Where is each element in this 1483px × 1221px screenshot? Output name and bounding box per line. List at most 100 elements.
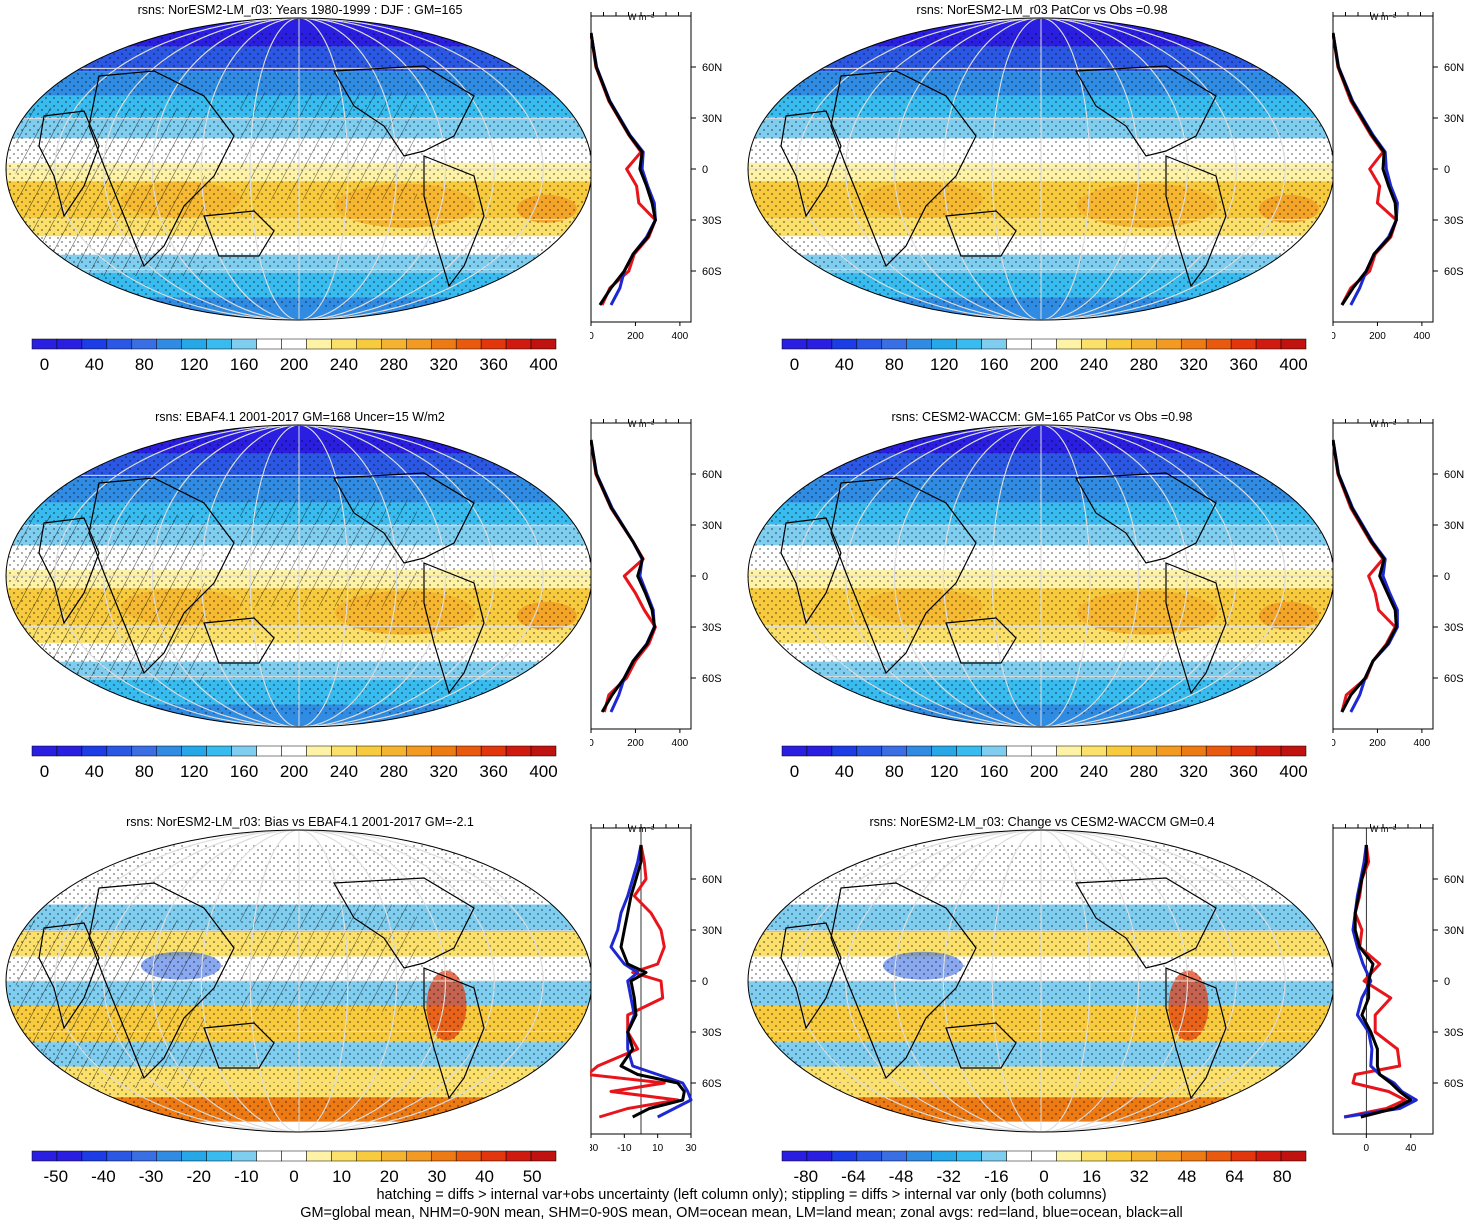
colorbar-swatch xyxy=(1205,745,1232,757)
colorbar-tick-label: 360 xyxy=(479,762,507,781)
colorbar-swatch xyxy=(1255,1150,1282,1162)
footer-line-1: hatching = diffs > internal var+obs unce… xyxy=(376,1187,1107,1203)
colorbar-swatch xyxy=(406,745,432,757)
colorbar-tick-label: 40 xyxy=(85,355,104,374)
colorbar-swatch xyxy=(231,745,257,757)
colorbar-swatch xyxy=(1230,1150,1257,1162)
lat-tick-label: 30N xyxy=(1444,925,1464,937)
lat-tick-label: 30S xyxy=(702,1027,722,1039)
lat-tick-label: 60S xyxy=(702,673,722,685)
colorbar-tick-label: 80 xyxy=(135,762,154,781)
colorbar-swatch xyxy=(881,1150,908,1162)
zonal-line-all xyxy=(1332,32,1398,306)
colorbar-swatch xyxy=(1106,745,1132,757)
lat-tick-label: 60N xyxy=(702,62,722,74)
colorbar-tick-label: -10 xyxy=(234,1167,259,1186)
lat-tick-label: 60S xyxy=(1444,673,1464,685)
colorbar-tick-label: 80 xyxy=(885,762,904,781)
panel-title: rsns: EBAF4.1 2001-2017 GM=168 Uncer=15 … xyxy=(155,410,445,424)
zonal-mean-plot: W m⁻² 60N 30N 0 30S 60S 0 200 400 xyxy=(590,12,722,342)
colorbar: -50 -40 -30 -20 -10 0 10 20 30 40 50 xyxy=(31,1150,557,1186)
colorbar-swatch xyxy=(1056,338,1082,350)
colorbar-swatch xyxy=(931,745,957,757)
colorbar-tick-label: 16 xyxy=(1082,1167,1101,1186)
zonal-mean-plot: W m⁻² 60N 30N 0 30S 60S 0 200 400 xyxy=(1332,12,1464,342)
colorbar-swatch xyxy=(831,745,858,757)
zonal-unit-label: W m⁻² xyxy=(1370,419,1396,429)
panel-title: rsns: NorESM2-LM_r03: Bias vs EBAF4.1 20… xyxy=(126,815,474,829)
colorbar-swatch xyxy=(381,1150,407,1162)
colorbar-tick-label: 360 xyxy=(1229,762,1257,781)
zonal-x-tick-label: 0 xyxy=(1364,1143,1370,1154)
colorbar-swatch xyxy=(31,745,58,757)
colorbar-swatch xyxy=(931,338,957,350)
colorbar-swatch xyxy=(1006,338,1032,350)
colorbar-swatch xyxy=(206,338,232,350)
colorbar-tick-label: -16 xyxy=(984,1167,1009,1186)
colorbar-swatch xyxy=(1006,1150,1032,1162)
colorbar-swatch xyxy=(356,1150,382,1162)
colorbar-tick-label: 360 xyxy=(1229,355,1257,374)
colorbar-tick-label: 32 xyxy=(1130,1167,1149,1186)
colorbar-swatch xyxy=(1205,338,1232,350)
lat-tick-label: 30N xyxy=(1444,520,1464,532)
colorbar-swatch xyxy=(1230,338,1257,350)
lat-tick-label: 30N xyxy=(702,520,722,532)
colorbar-tick-label: 120 xyxy=(180,355,208,374)
colorbar-swatch xyxy=(106,338,133,350)
lat-tick-label: 0 xyxy=(702,976,708,988)
colorbar-swatch xyxy=(106,1150,133,1162)
colorbar-swatch xyxy=(281,1150,307,1162)
panel-4: rsns: CESM2-WACCM: GM=165 PatCor vs Obs … xyxy=(742,407,1483,812)
lat-tick-label: 60S xyxy=(702,266,722,278)
colorbar-tick-label: 320 xyxy=(430,355,458,374)
colorbar-swatch xyxy=(806,745,833,757)
colorbar-swatch xyxy=(156,1150,182,1162)
colorbar-swatch xyxy=(455,1150,482,1162)
global-map xyxy=(747,829,1335,1133)
zonal-line-land xyxy=(590,844,680,1119)
colorbar-swatch xyxy=(856,338,883,350)
global-map xyxy=(747,17,1335,321)
zonal-unit-label: W m⁻² xyxy=(628,419,654,429)
lat-tick-label: 60N xyxy=(1444,62,1464,74)
zonal-mean-plot: W m⁻² 60N 30N 0 30S 60S 0 40 xyxy=(1332,824,1464,1154)
zonal-x-tick-label: -10 xyxy=(617,1143,632,1154)
colorbar-swatch xyxy=(505,1150,532,1162)
lat-tick-label: 30S xyxy=(1444,215,1464,227)
colorbar-swatch xyxy=(881,745,908,757)
colorbar-tick-label: -64 xyxy=(841,1167,866,1186)
colorbar-swatch xyxy=(1056,745,1082,757)
zonal-unit-label: W m⁻² xyxy=(1370,12,1396,22)
colorbar-swatch xyxy=(781,338,808,350)
zonal-x-tick-label: 0 xyxy=(1332,331,1336,342)
colorbar-swatch xyxy=(356,745,382,757)
colorbar-swatch xyxy=(1081,745,1107,757)
colorbar-tick-label: 0 xyxy=(40,762,49,781)
colorbar-tick-label: 200 xyxy=(280,355,308,374)
colorbar-swatch xyxy=(131,745,158,757)
zonal-x-tick-label: 400 xyxy=(1414,331,1431,342)
panel-title: rsns: NorESM2-LM_r03 PatCor vs Obs =0.98 xyxy=(916,3,1168,17)
colorbar-swatch xyxy=(1180,745,1207,757)
global-map xyxy=(5,424,593,728)
colorbar-tick-label: 320 xyxy=(1180,355,1208,374)
colorbar-tick-label: 0 xyxy=(1039,1167,1048,1186)
colorbar-tick-label: 200 xyxy=(1030,762,1058,781)
colorbar-swatch xyxy=(906,338,932,350)
colorbar-tick-label: 40 xyxy=(475,1167,494,1186)
lat-tick-label: 0 xyxy=(702,571,708,583)
colorbar-swatch xyxy=(406,338,432,350)
colorbar-swatch xyxy=(1081,338,1107,350)
colorbar-swatch xyxy=(256,1150,282,1162)
colorbar-swatch xyxy=(781,1150,808,1162)
zonal-x-tick-label: 0 xyxy=(1332,738,1336,749)
colorbar-tick-label: 120 xyxy=(930,762,958,781)
colorbar-swatch xyxy=(530,745,557,757)
lat-tick-label: 30S xyxy=(1444,622,1464,634)
colorbar-swatch xyxy=(331,338,357,350)
colorbar-tick-label: 280 xyxy=(1130,762,1158,781)
colorbar-swatch xyxy=(56,1150,83,1162)
colorbar-swatch xyxy=(81,338,108,350)
colorbar-tick-label: 360 xyxy=(479,355,507,374)
